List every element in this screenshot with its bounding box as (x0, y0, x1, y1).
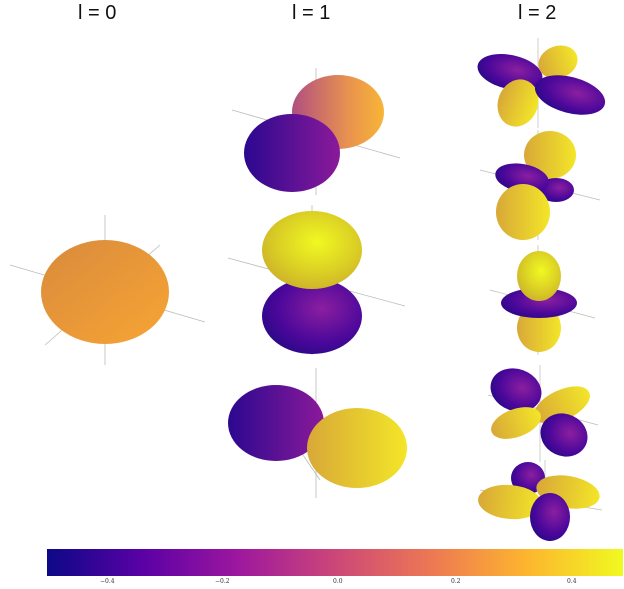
orbital-l2-m0 (489, 245, 596, 355)
colorbar-tick: −0.2 (215, 578, 230, 585)
orbital-l1-m1 (228, 368, 407, 498)
column-title-l0: l = 0 (78, 2, 117, 24)
orbital-l1-m-neg1 (231, 68, 401, 195)
orbital-l2-m-neg2 (477, 38, 606, 128)
orbital-l0-m0 (9, 215, 206, 365)
colorbar-tick: 0.2 (451, 578, 461, 585)
orbital-l2-m-neg1 (479, 130, 601, 240)
orbital-l2-m2 (478, 460, 603, 541)
column-title-l2: l = 2 (518, 2, 557, 24)
orbital-l1-m0 (227, 205, 406, 355)
colorbar-tick: −0.4 (100, 578, 115, 585)
colorbar-tick: 0.4 (567, 578, 577, 585)
colorbar-tick: 0.0 (333, 578, 343, 585)
colorbar (47, 549, 623, 576)
orbital-l2-m1 (487, 365, 599, 462)
column-title-l1: l = 1 (292, 2, 331, 24)
